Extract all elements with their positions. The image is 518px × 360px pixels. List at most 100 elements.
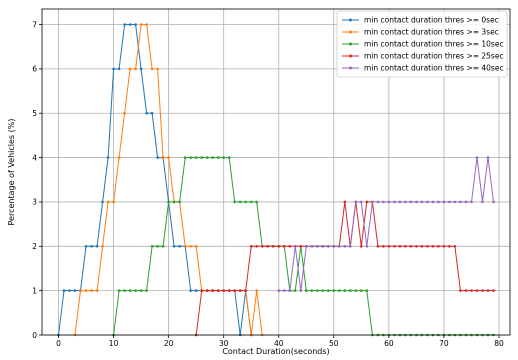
data-point bbox=[470, 200, 473, 204]
data-point bbox=[90, 289, 93, 292]
data-point bbox=[360, 200, 363, 204]
data-point bbox=[200, 289, 203, 292]
data-point bbox=[194, 156, 198, 159]
series-line bbox=[278, 157, 494, 292]
data-point bbox=[354, 200, 358, 204]
data-point bbox=[271, 245, 275, 248]
series-group bbox=[57, 23, 495, 337]
data-point bbox=[393, 245, 396, 248]
data-point bbox=[327, 245, 330, 248]
data-point bbox=[183, 245, 187, 248]
data-point bbox=[95, 245, 99, 248]
data-point bbox=[238, 289, 242, 292]
data-point bbox=[238, 200, 242, 204]
data-point bbox=[145, 23, 148, 26]
legend-item: min contact duration thres >= 25sec bbox=[342, 52, 504, 61]
data-point bbox=[255, 200, 258, 204]
data-point bbox=[387, 200, 391, 204]
data-point bbox=[294, 289, 297, 292]
data-point bbox=[194, 289, 198, 292]
data-point bbox=[112, 67, 115, 71]
data-point bbox=[409, 245, 413, 248]
data-point bbox=[145, 111, 148, 115]
data-point bbox=[431, 245, 435, 248]
data-point bbox=[288, 289, 292, 292]
data-point bbox=[194, 245, 198, 248]
y-axis-label: Percentage of Vehicles (%) bbox=[7, 119, 16, 226]
data-point bbox=[222, 289, 225, 292]
legend-swatch-marker bbox=[349, 18, 352, 22]
data-point bbox=[409, 200, 413, 204]
data-point bbox=[134, 23, 137, 26]
data-point bbox=[310, 289, 314, 292]
data-point bbox=[360, 289, 363, 292]
legend-item: min contact duration thres >= 40sec bbox=[342, 64, 504, 73]
data-point bbox=[84, 245, 88, 248]
data-point bbox=[205, 156, 209, 159]
data-point bbox=[354, 289, 358, 292]
data-point bbox=[393, 200, 396, 204]
data-point bbox=[398, 245, 402, 248]
legend-label: min contact duration thres >= 3sec bbox=[364, 28, 499, 37]
data-point bbox=[459, 289, 462, 292]
data-point bbox=[426, 245, 429, 248]
data-point bbox=[156, 245, 159, 248]
data-point bbox=[123, 289, 126, 292]
legend-swatch-marker bbox=[349, 30, 352, 34]
data-point bbox=[161, 156, 165, 159]
data-point bbox=[327, 289, 330, 292]
ticks: 0 10 20 30 40 50 60 70 80 0 1 2 3 4 5 6 7 bbox=[32, 20, 504, 348]
data-point bbox=[244, 200, 247, 204]
legend-label: min contact duration thres >= 10sec bbox=[364, 40, 504, 49]
data-point bbox=[404, 200, 407, 204]
data-point bbox=[106, 200, 110, 204]
data-point bbox=[404, 245, 407, 248]
data-point bbox=[453, 200, 457, 204]
data-point bbox=[90, 245, 93, 248]
data-point bbox=[134, 67, 137, 71]
data-point bbox=[139, 23, 143, 26]
data-point bbox=[255, 289, 258, 292]
data-point bbox=[200, 156, 203, 159]
data-point bbox=[470, 289, 473, 292]
data-point bbox=[349, 289, 352, 292]
data-point bbox=[492, 289, 495, 292]
data-point bbox=[415, 200, 418, 204]
data-point bbox=[216, 289, 220, 292]
data-point bbox=[167, 200, 170, 204]
data-point bbox=[459, 200, 462, 204]
data-point bbox=[134, 289, 137, 292]
data-point bbox=[415, 245, 418, 248]
data-point bbox=[183, 156, 187, 159]
data-point bbox=[205, 289, 209, 292]
data-point bbox=[321, 245, 325, 248]
x-tick-label: 60 bbox=[384, 339, 394, 348]
data-point bbox=[365, 289, 369, 292]
data-point bbox=[398, 200, 402, 204]
data-point bbox=[172, 200, 176, 204]
series-3 bbox=[194, 200, 495, 337]
x-tick-label: 30 bbox=[219, 339, 229, 348]
data-point bbox=[332, 245, 336, 248]
data-point bbox=[117, 289, 121, 292]
series-line bbox=[195, 201, 494, 336]
data-point bbox=[128, 289, 132, 292]
data-point bbox=[150, 67, 154, 71]
data-point bbox=[79, 289, 82, 292]
data-point bbox=[321, 289, 325, 292]
data-point bbox=[167, 156, 170, 159]
data-point bbox=[95, 289, 99, 292]
data-point bbox=[277, 289, 281, 292]
legend-box bbox=[336, 10, 508, 78]
data-point bbox=[387, 245, 391, 248]
data-point bbox=[431, 200, 435, 204]
data-point bbox=[189, 156, 192, 159]
data-point bbox=[371, 200, 374, 204]
legend: min contact duration thres >= 0sec min co… bbox=[336, 10, 508, 78]
data-point bbox=[233, 289, 236, 292]
data-point bbox=[216, 156, 220, 159]
data-point bbox=[343, 289, 347, 292]
data-point bbox=[442, 200, 446, 204]
data-point bbox=[448, 245, 451, 248]
data-point bbox=[481, 289, 484, 292]
